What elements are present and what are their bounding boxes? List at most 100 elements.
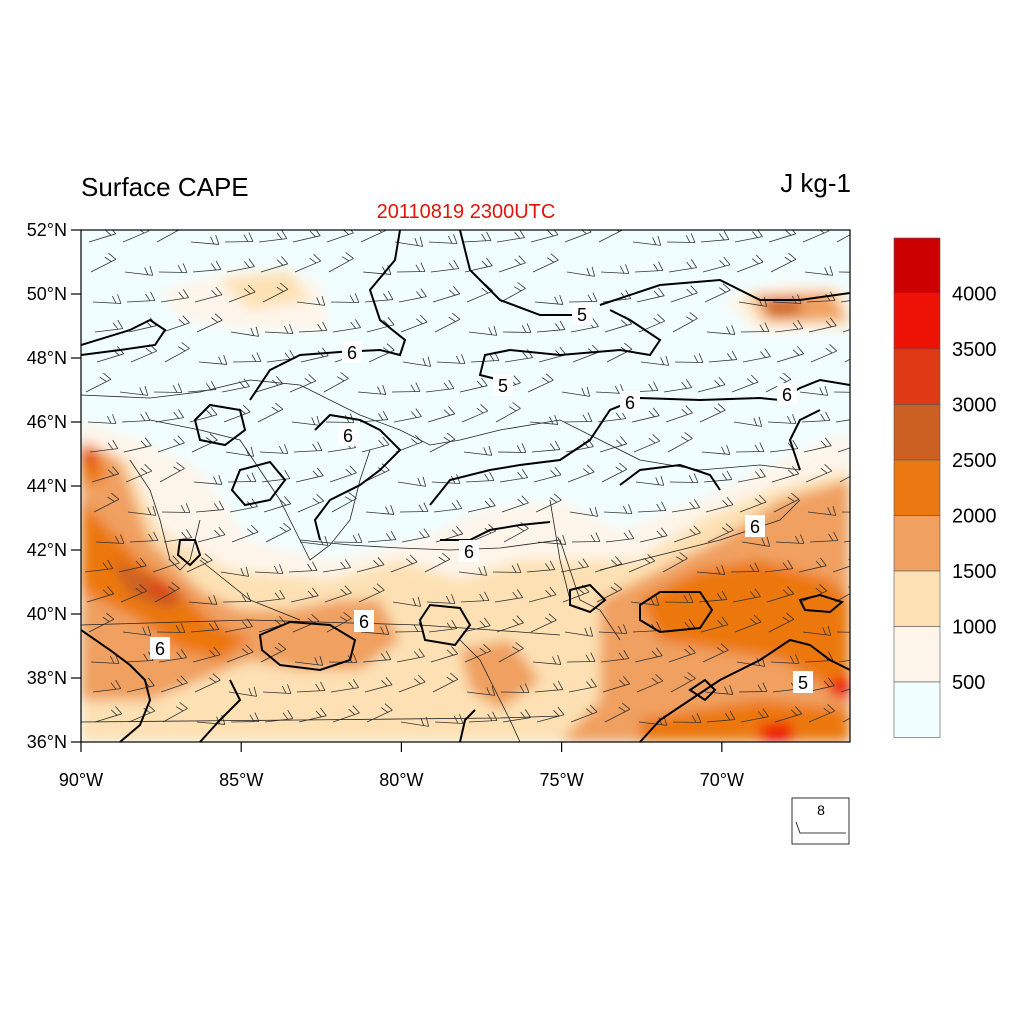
wind-barb-icon bbox=[429, 432, 456, 453]
wind-barb-icon bbox=[566, 652, 596, 663]
wind-barb-icon bbox=[366, 316, 395, 333]
wind-barb-icon bbox=[192, 260, 222, 273]
contour-label-bg bbox=[459, 540, 479, 562]
contour-label-bg bbox=[354, 610, 374, 632]
wind-barb-icon bbox=[331, 492, 357, 513]
wind-barb-icon bbox=[228, 686, 258, 697]
wind-barb-icon bbox=[568, 678, 597, 693]
wind-barb-icon bbox=[298, 321, 328, 333]
wind-barb-icon bbox=[498, 642, 524, 663]
wind-barb-icon bbox=[434, 312, 461, 333]
wind-barb-icon bbox=[396, 262, 426, 273]
colorbar-label: 1000 bbox=[952, 617, 997, 639]
wind-barb-icon bbox=[263, 496, 292, 513]
contour-label: 6 bbox=[347, 343, 357, 363]
wind-barb-icon bbox=[666, 233, 696, 243]
wind-barb-icon bbox=[468, 711, 498, 723]
wind-barb-icon bbox=[364, 676, 393, 693]
wind-barb-icon bbox=[640, 355, 670, 366]
wind-barb-icon bbox=[596, 582, 623, 603]
colorbar-label: 2000 bbox=[952, 506, 997, 528]
wind-barb-icon bbox=[265, 522, 292, 543]
wind-barb-icon bbox=[834, 586, 850, 603]
wind-barb-icon bbox=[530, 230, 559, 243]
contour-label: 6 bbox=[464, 542, 474, 562]
wind-barb-icon bbox=[294, 254, 322, 273]
wind-barb-icon bbox=[706, 324, 736, 335]
wind-barb-icon bbox=[663, 379, 692, 393]
wind-barb-icon bbox=[190, 620, 220, 633]
wind-barb-icon bbox=[119, 385, 149, 396]
wind-barb-icon bbox=[496, 230, 525, 243]
wind-barb-icon bbox=[91, 466, 120, 483]
wind-barb-icon bbox=[458, 565, 488, 576]
wind-barb-icon bbox=[564, 626, 594, 637]
wind-barb-icon bbox=[262, 684, 292, 694]
wind-barb-icon bbox=[424, 552, 451, 573]
wind-barb-icon bbox=[635, 475, 665, 486]
wind-barb-icon bbox=[731, 374, 759, 393]
colorbar-swatch bbox=[893, 404, 941, 461]
wind-barb-icon bbox=[400, 716, 430, 727]
wind-barb-icon bbox=[671, 499, 700, 513]
wind-barb-icon bbox=[526, 560, 556, 573]
wind-barb-icon bbox=[428, 619, 458, 633]
reference-vector-box: 8 bbox=[791, 797, 850, 845]
contour-label-bg bbox=[150, 637, 170, 659]
wind-barb-icon bbox=[86, 586, 115, 603]
wind-barb-icon bbox=[494, 589, 523, 603]
wind-barb-icon bbox=[696, 564, 726, 575]
wind-barb-icon bbox=[129, 531, 159, 543]
wind-barb-icon bbox=[500, 282, 526, 303]
lon-tick-label: 75°W bbox=[540, 770, 584, 790]
wind-barb-icon bbox=[231, 524, 259, 543]
wind-barb-icon bbox=[459, 377, 488, 393]
wind-barb-icon bbox=[432, 286, 461, 303]
wind-barb-icon bbox=[298, 707, 327, 723]
wind-barb-icon bbox=[594, 556, 623, 573]
wind-barb-icon bbox=[394, 236, 424, 247]
wind-barb-icon bbox=[672, 713, 702, 723]
wind-barb-icon bbox=[157, 435, 185, 453]
colorbar-swatch bbox=[893, 681, 941, 738]
wind-barb-icon bbox=[603, 504, 633, 514]
wind-barb-icon bbox=[599, 436, 628, 453]
wind-barb-icon bbox=[462, 617, 491, 633]
wind-barb-icon bbox=[839, 468, 850, 483]
contour-lines bbox=[81, 230, 850, 742]
wind-barb-icon bbox=[264, 709, 294, 723]
wind-barb-icon bbox=[605, 529, 635, 543]
longitude-ticks: 90°W 85°W 80°W 75°W 70°W bbox=[59, 742, 744, 790]
wind-barb-icon bbox=[733, 416, 763, 427]
wind-barb-icon bbox=[190, 234, 220, 245]
wind-barb-icon bbox=[323, 372, 349, 393]
contour-label: 6 bbox=[155, 639, 165, 659]
lon-tick-label: 80°W bbox=[379, 770, 423, 790]
wind-barb-icon bbox=[154, 582, 180, 603]
wind-barb-icon bbox=[156, 623, 186, 633]
wind-barb-icon bbox=[432, 672, 459, 693]
contour-label-group: 6 5 5 6 6 6 6 6 6 6 5 bbox=[150, 303, 813, 693]
wind-barb-icon bbox=[570, 704, 598, 723]
colorbar-swatch bbox=[893, 237, 941, 294]
wind-barb-icon bbox=[536, 320, 566, 333]
lon-tick-label: 85°W bbox=[219, 770, 263, 790]
wind-barb-icon bbox=[186, 553, 213, 573]
wind-barb-icon bbox=[164, 342, 190, 363]
wind-barb-icon bbox=[330, 293, 360, 303]
wind-barb-icon bbox=[255, 376, 284, 393]
wind-barb-icon bbox=[332, 705, 360, 723]
wind-barb-icon bbox=[598, 624, 628, 634]
wind-barb-icon bbox=[433, 499, 463, 513]
wind-barb-icon bbox=[358, 583, 385, 603]
lat-tick-label: 50°N bbox=[27, 284, 67, 304]
wind-barb-icon bbox=[810, 344, 838, 363]
wind-barb-icon bbox=[533, 466, 562, 483]
wind-barb-icon bbox=[195, 500, 225, 513]
wind-barb-icon bbox=[808, 317, 837, 333]
wind-barb-icon bbox=[502, 323, 532, 333]
wind-barb-icon bbox=[740, 708, 769, 723]
wind-barb-icon bbox=[256, 589, 286, 603]
wind-barb-icon bbox=[460, 591, 490, 603]
wind-barb-icon bbox=[224, 232, 254, 243]
